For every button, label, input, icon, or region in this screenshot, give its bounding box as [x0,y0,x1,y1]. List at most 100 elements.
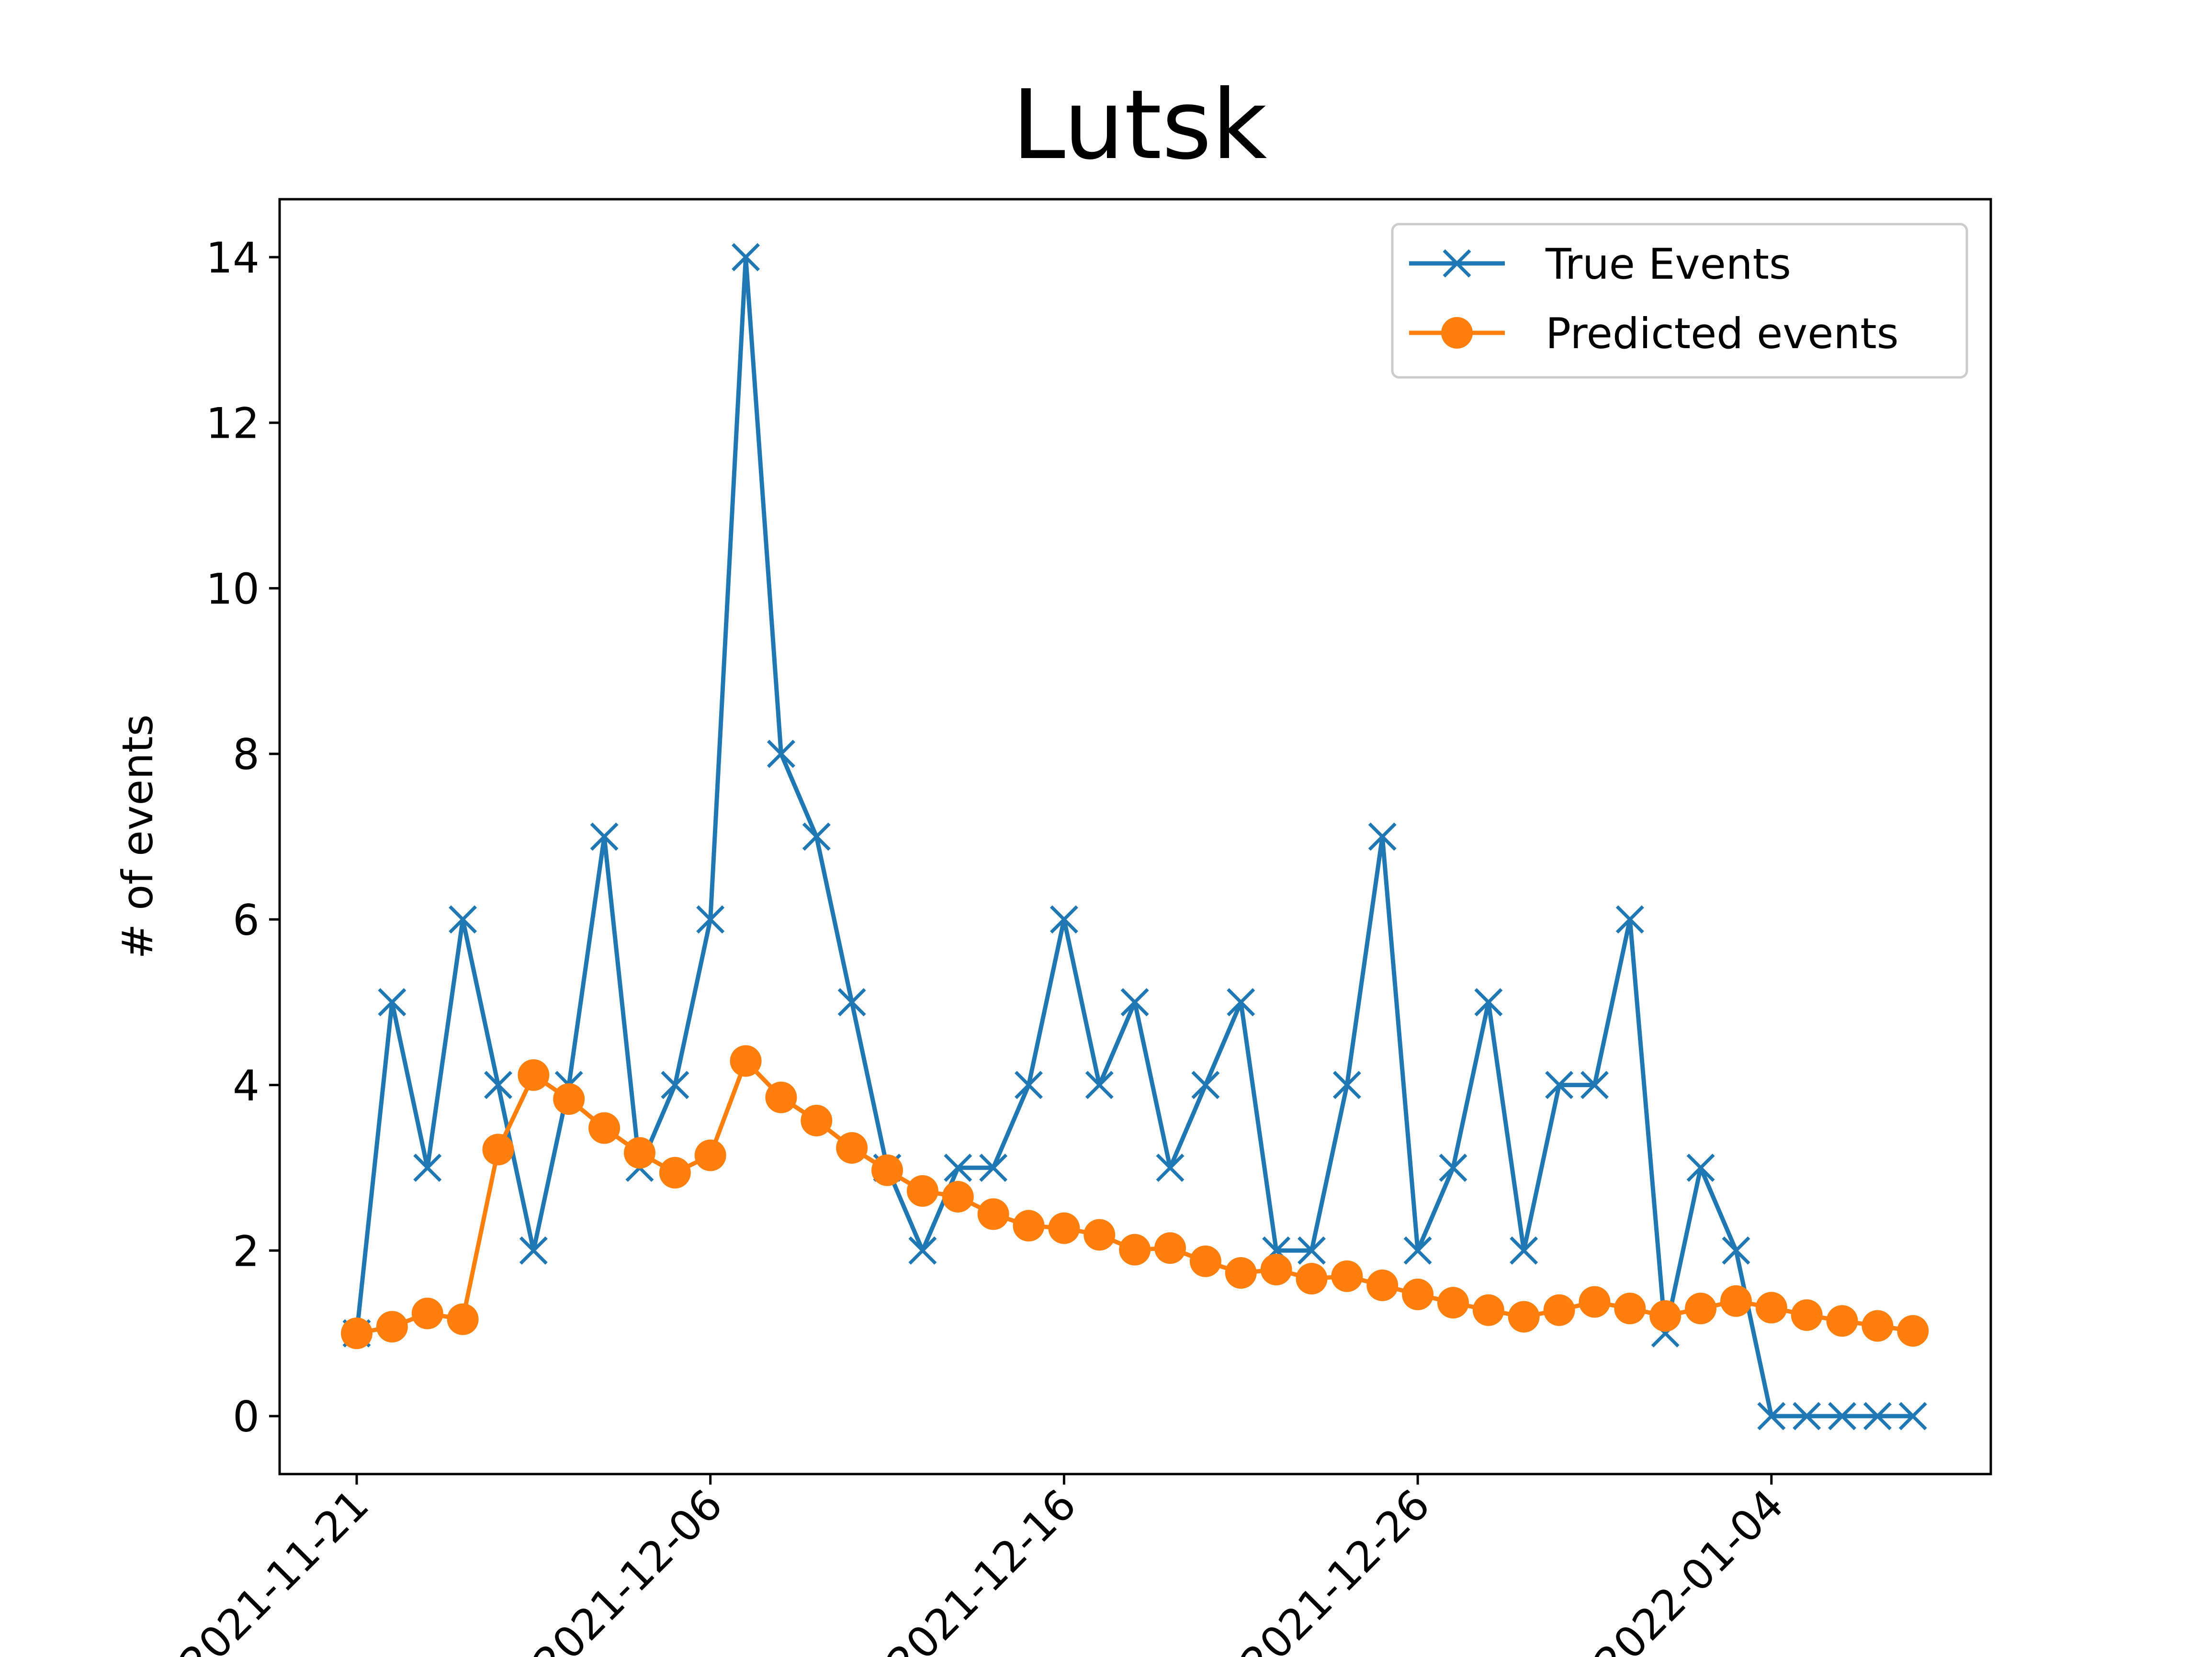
data-point [661,1071,689,1100]
data-point [1508,1301,1540,1333]
legend-label: True Events [1545,239,1791,289]
data-point [1085,1071,1114,1100]
y-tick-label: 4 [233,1061,260,1111]
data-point [1685,1293,1717,1325]
data-point [908,1236,937,1265]
y-axis-label: # of events [113,715,162,959]
data-point [1791,1299,1823,1331]
data-point [730,1045,762,1077]
data-point [1050,905,1078,934]
data-point [802,822,831,851]
data-point [1331,1260,1363,1292]
data-point [482,1134,514,1166]
y-tick-label: 2 [233,1226,260,1276]
data-point [1403,1236,1432,1265]
data-point [447,1303,479,1335]
data-point [1826,1305,1858,1337]
data-point [1227,988,1255,1017]
data-point [1156,1153,1185,1182]
data-point [765,1081,797,1113]
data-point [837,988,866,1017]
legend-item-predicted-events: Predicted events [1409,309,1899,358]
data-point [1897,1315,1929,1347]
legend-marker [1443,249,1471,278]
data-point [906,1175,938,1207]
data-point [944,1153,972,1182]
y-tick-label: 10 [206,564,260,613]
data-point [694,1139,726,1171]
y-tick-label: 8 [233,730,260,779]
legend-box [1391,223,1968,379]
data-point [1862,1310,1894,1342]
data-point [1120,988,1149,1017]
data-point [519,1236,548,1265]
data-point [376,1311,408,1343]
data-point [411,1297,443,1329]
data-point [1015,1071,1043,1100]
data-point [1615,905,1644,934]
legend: True Events Predicted events [1391,223,1968,379]
data-point [553,1083,585,1115]
data-point [1332,1071,1361,1100]
data-point [1793,1402,1821,1430]
data-point [1260,1254,1292,1286]
y-tick-label: 12 [206,399,260,448]
data-point [801,1104,833,1136]
y-tick-label: 14 [206,233,260,283]
data-point [1191,1071,1220,1100]
data-point [1510,1236,1538,1265]
data-point [1366,1269,1399,1301]
data-point [1579,1286,1611,1318]
series-true-events [342,243,1927,1430]
data-point [449,905,477,934]
data-point [590,822,619,851]
data-point [341,1317,372,1350]
data-point [1048,1212,1080,1244]
data-point [871,1154,903,1186]
data-point [1439,1153,1467,1182]
data-point [696,905,725,934]
data-point [1828,1402,1857,1430]
chart-title: Lutsk [1012,69,1267,181]
data-point [1154,1232,1186,1264]
data-point [1898,1402,1927,1430]
data-point [1686,1153,1715,1182]
legend-label: Predicted events [1546,309,1899,358]
data-point [1225,1257,1257,1289]
data-point [659,1157,691,1189]
data-point [732,243,760,272]
data-point [1472,1294,1504,1326]
data-point [623,1137,655,1169]
data-point [1614,1293,1646,1325]
data-point [1119,1234,1151,1266]
data-point [1296,1263,1328,1295]
series-predicted-events [341,1045,1929,1350]
legend-marker [1441,317,1473,349]
data-point [1013,1210,1045,1242]
data-point [1757,1402,1786,1430]
data-point [977,1198,1009,1230]
data-point [1437,1287,1469,1319]
data-point [1083,1219,1116,1251]
data-point [378,988,406,1017]
y-tick-label: 0 [233,1392,260,1441]
legend-item-true-events: True Events [1409,239,1791,289]
data-point [1298,1236,1326,1265]
y-tick-label: 6 [233,896,260,945]
data-point [836,1132,868,1164]
plot-layer [341,243,1929,1430]
data-point [413,1153,442,1182]
data-point [1474,988,1503,1017]
data-point [1402,1278,1434,1310]
data-point [767,739,795,768]
data-point [1649,1300,1682,1332]
data-point [1720,1285,1752,1317]
data-point [942,1180,974,1213]
data-point [1755,1292,1787,1324]
data-point [1863,1402,1892,1430]
data-point [1580,1071,1609,1100]
data-point [1368,822,1397,851]
data-point [979,1153,1008,1182]
data-point [1543,1294,1575,1326]
